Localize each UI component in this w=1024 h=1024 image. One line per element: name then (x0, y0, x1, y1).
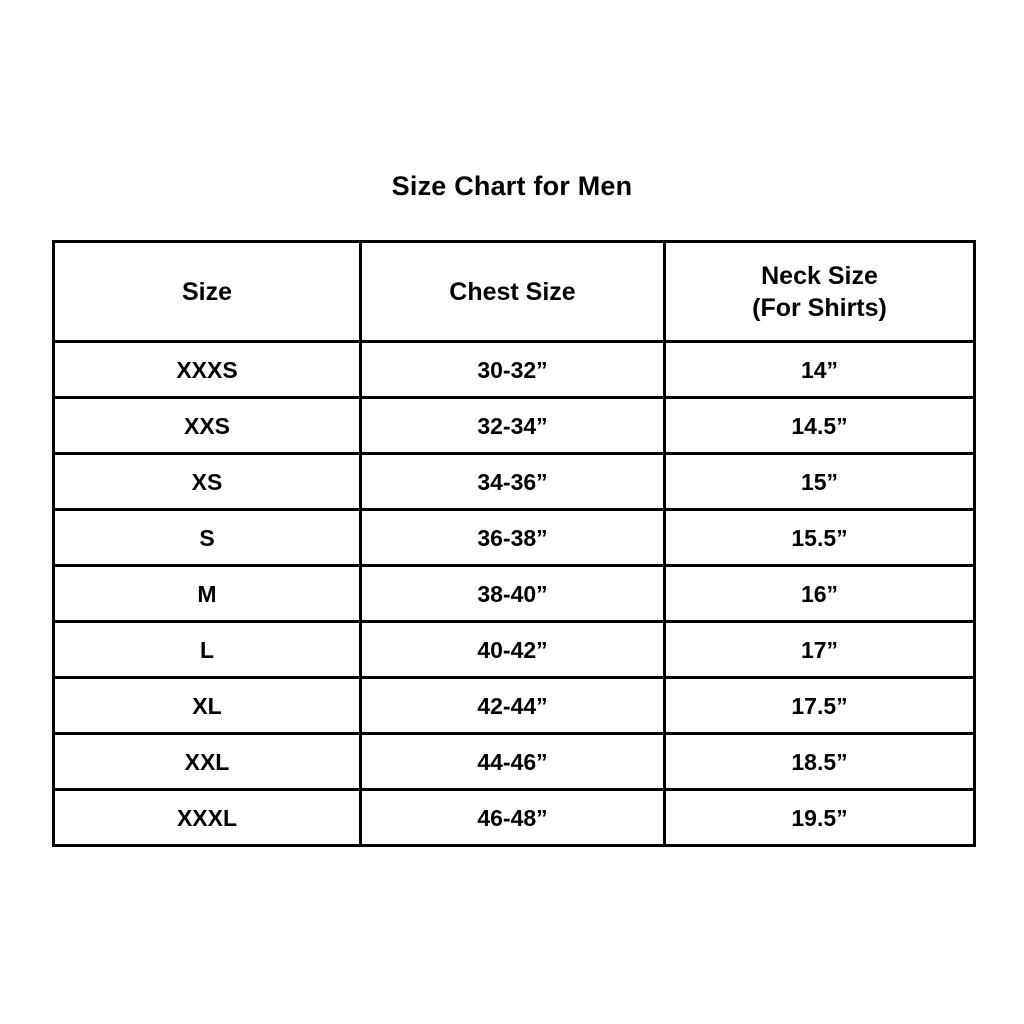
cell-chest-size: 32-34” (359, 396, 666, 455)
cell-neck-size: 17” (663, 620, 976, 679)
table-header-row: Size Chest Size Neck Size (For Shirts) (52, 240, 976, 343)
cell-size: XXXL (52, 788, 362, 847)
column-header-neck-size-line2: (For Shirts) (752, 293, 887, 322)
cell-chest-size: 42-44” (359, 676, 666, 735)
table-row: XXXS 30-32” 14” (52, 340, 976, 399)
table-row: S 36-38” 15.5” (52, 508, 976, 567)
table-row: XXL 44-46” 18.5” (52, 732, 976, 791)
cell-size: S (52, 508, 362, 567)
table-row: M 38-40” 16” (52, 564, 976, 623)
size-chart-table-container: Size Chest Size Neck Size (For Shirts) X… (52, 240, 976, 847)
column-header-neck-size: Neck Size (For Shirts) (663, 240, 976, 343)
table-header: Size Chest Size Neck Size (For Shirts) (52, 240, 976, 343)
cell-chest-size: 36-38” (359, 508, 666, 567)
cell-size: XXS (52, 396, 362, 455)
table-row: L 40-42” 17” (52, 620, 976, 679)
cell-neck-size: 17.5” (663, 676, 976, 735)
cell-chest-size: 30-32” (359, 340, 666, 399)
cell-size: M (52, 564, 362, 623)
cell-neck-size: 14” (663, 340, 976, 399)
cell-chest-size: 34-36” (359, 452, 666, 511)
cell-size: XL (52, 676, 362, 735)
cell-chest-size: 44-46” (359, 732, 666, 791)
column-header-chest-size: Chest Size (359, 240, 666, 343)
cell-neck-size: 15” (663, 452, 976, 511)
cell-neck-size: 14.5” (663, 396, 976, 455)
cell-size: XXXS (52, 340, 362, 399)
cell-neck-size: 19.5” (663, 788, 976, 847)
cell-neck-size: 16” (663, 564, 976, 623)
cell-chest-size: 38-40” (359, 564, 666, 623)
table-row: XS 34-36” 15” (52, 452, 976, 511)
column-header-size: Size (52, 240, 362, 343)
cell-size: XS (52, 452, 362, 511)
cell-size: L (52, 620, 362, 679)
cell-neck-size: 18.5” (663, 732, 976, 791)
table-body: XXXS 30-32” 14” XXS 32-34” 14.5” XS 34-3… (52, 340, 976, 847)
page-title: Size Chart for Men (391, 171, 633, 201)
table-row: XL 42-44” 17.5” (52, 676, 976, 735)
cell-neck-size: 15.5” (663, 508, 976, 567)
cell-size: XXL (52, 732, 362, 791)
table-row: XXS 32-34” 14.5” (52, 396, 976, 455)
table-row: XXXL 46-48” 19.5” (52, 788, 976, 847)
cell-chest-size: 40-42” (359, 620, 666, 679)
column-header-neck-size-line1: Neck Size (761, 261, 878, 290)
cell-chest-size: 46-48” (359, 788, 666, 847)
size-chart-table: Size Chest Size Neck Size (For Shirts) X… (52, 240, 976, 847)
